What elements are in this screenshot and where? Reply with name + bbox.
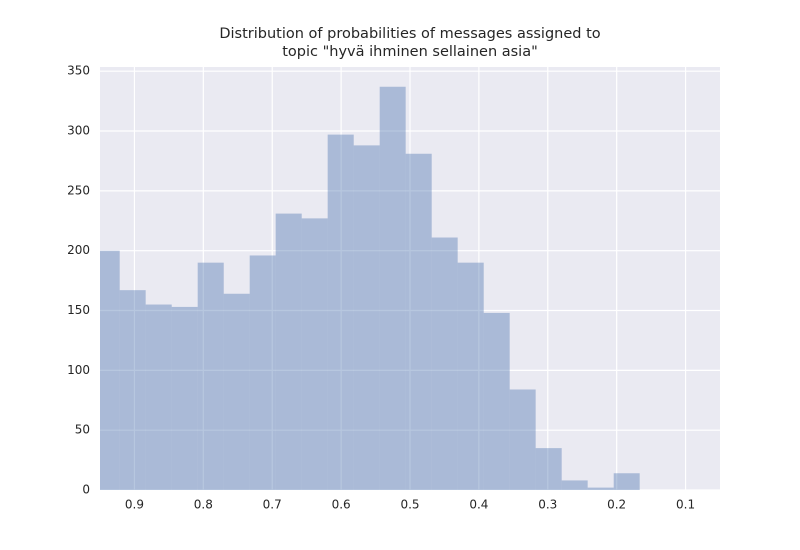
y-tick-label: 150: [67, 303, 90, 317]
bar: [171, 306, 198, 490]
y-tick-label: 0: [82, 483, 90, 497]
x-tick-label: 0.1: [676, 498, 695, 512]
x-tick-label: 0.8: [194, 498, 213, 512]
bar: [275, 213, 302, 490]
bar: [483, 312, 510, 490]
x-tick-label: 0.4: [469, 498, 488, 512]
x-tick-label: 0.7: [263, 498, 282, 512]
bar: [223, 293, 250, 490]
y-tick-label: 100: [67, 363, 90, 377]
y-tick-label: 250: [67, 183, 90, 197]
bar: [301, 218, 328, 490]
bar: [587, 487, 614, 490]
bar: [249, 255, 276, 490]
chart-title: topic "hyvä ihminen sellainen asia": [282, 44, 538, 60]
bar: [509, 389, 536, 490]
x-tick-label: 0.2: [607, 498, 626, 512]
bar: [431, 237, 458, 490]
y-tick-label: 200: [67, 243, 90, 257]
x-tick-label: 0.3: [538, 498, 557, 512]
grid: [100, 67, 720, 491]
y-tick-label: 350: [67, 64, 90, 78]
y-tick-label: 300: [67, 124, 90, 138]
bar: [379, 86, 406, 490]
bar: [457, 262, 484, 490]
bar: [197, 262, 224, 490]
bar: [145, 304, 172, 490]
bar: [561, 480, 588, 490]
bar: [405, 153, 432, 490]
bar: [535, 448, 562, 490]
chart-title: Distribution of probabilities of message…: [219, 26, 600, 42]
x-tick-label: 0.5: [400, 498, 419, 512]
bar: [327, 134, 354, 490]
bar: [353, 145, 380, 490]
x-tick-label: 0.9: [125, 498, 144, 512]
bars: [100, 86, 640, 490]
bar: [119, 290, 146, 490]
y-tick-label: 50: [75, 423, 90, 437]
x-tick-label: 0.6: [332, 498, 351, 512]
bar: [613, 473, 640, 490]
bar: [100, 250, 120, 490]
